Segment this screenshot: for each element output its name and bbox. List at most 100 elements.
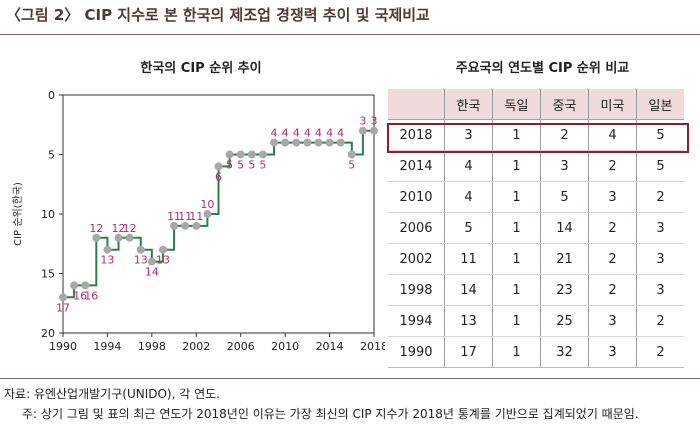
table-row: 1994 13 1 25 3 2 bbox=[388, 305, 684, 337]
data-label: 3 bbox=[359, 115, 366, 128]
cell-korea: 17 bbox=[444, 336, 493, 368]
data-point bbox=[281, 138, 290, 147]
cell-year: 2006 bbox=[388, 212, 445, 244]
data-point bbox=[114, 233, 123, 242]
data-label: 4 bbox=[304, 127, 311, 140]
table-row: 2002 11 1 21 2 3 bbox=[388, 243, 684, 275]
data-label: 17 bbox=[56, 301, 70, 314]
data-point bbox=[59, 293, 67, 302]
data-label: 16 bbox=[84, 289, 98, 302]
data-point bbox=[170, 221, 179, 230]
y-tick-label: 15 bbox=[41, 268, 55, 281]
cell-usa: 2 bbox=[588, 212, 637, 244]
table-row: 2014 4 1 3 2 5 bbox=[388, 150, 684, 182]
cell-japan: 2 bbox=[636, 305, 684, 337]
cell-korea: 13 bbox=[444, 305, 493, 337]
cell-germany: 1 bbox=[492, 212, 541, 244]
table-row: 2018 3 1 2 4 5 bbox=[388, 119, 684, 151]
data-label: 6 bbox=[215, 170, 222, 183]
data-label: 4 bbox=[282, 127, 289, 140]
data-label: 4 bbox=[315, 127, 322, 140]
cell-korea: 3 bbox=[444, 119, 493, 151]
y-tick-label: 0 bbox=[48, 89, 55, 102]
header-usa: 미국 bbox=[588, 89, 637, 120]
header-china: 중국 bbox=[540, 89, 589, 120]
table-title: 주요국의 연도별 CIP 순위 비교 bbox=[455, 61, 630, 76]
cell-year: 2014 bbox=[388, 150, 445, 182]
y-axis-label: CIP 순위(한국) bbox=[11, 182, 24, 246]
data-point bbox=[347, 150, 356, 159]
data-point bbox=[325, 138, 334, 147]
x-tick-label: 2014 bbox=[316, 340, 344, 353]
header-korea: 한국 bbox=[444, 89, 493, 120]
y-tick-label: 5 bbox=[48, 149, 55, 162]
data-point bbox=[203, 210, 212, 218]
data-label: 16 bbox=[73, 289, 87, 302]
cell-usa: 2 bbox=[588, 274, 637, 306]
data-label: 12 bbox=[89, 222, 103, 235]
cell-japan: 3 bbox=[636, 274, 684, 306]
data-label: 11 bbox=[167, 210, 181, 223]
data-point bbox=[192, 221, 201, 230]
data-point bbox=[258, 150, 267, 159]
data-point bbox=[103, 245, 112, 254]
cell-korea: 11 bbox=[444, 243, 493, 275]
cell-china: 23 bbox=[540, 274, 589, 306]
x-tick-label: 1998 bbox=[138, 340, 166, 353]
cell-china: 25 bbox=[540, 305, 589, 337]
cell-germany: 1 bbox=[492, 181, 541, 213]
cell-china: 3 bbox=[540, 150, 589, 182]
cell-korea: 14 bbox=[444, 274, 493, 306]
data-label: 4 bbox=[326, 127, 333, 140]
cell-usa: 3 bbox=[588, 181, 637, 213]
x-tick-label: 2002 bbox=[182, 340, 210, 353]
y-tick-label: 10 bbox=[41, 208, 55, 221]
cell-usa: 4 bbox=[588, 119, 637, 151]
table-row: 1990 17 1 32 3 2 bbox=[388, 336, 684, 368]
header-japan: 일본 bbox=[636, 89, 684, 120]
data-point bbox=[125, 233, 134, 242]
x-tick-label: 1990 bbox=[49, 340, 77, 353]
figure-title: 〈그림 2〉 CIP 지수로 본 한국의 제조업 경쟁력 추이 및 국제비교 bbox=[6, 6, 430, 24]
data-point bbox=[370, 126, 378, 135]
x-tick-label: 1994 bbox=[93, 340, 121, 353]
cell-year: 2010 bbox=[388, 181, 445, 213]
data-label: 5 bbox=[259, 159, 266, 172]
cell-germany: 1 bbox=[492, 150, 541, 182]
data-point bbox=[292, 138, 301, 147]
data-label: 5 bbox=[348, 159, 355, 172]
cell-year: 1994 bbox=[388, 305, 445, 337]
data-label: 11 bbox=[189, 210, 203, 223]
cell-japan: 5 bbox=[636, 150, 684, 182]
table-header-row: 한국 독일 중국 미국 일본 bbox=[388, 89, 684, 120]
data-label: 13 bbox=[100, 254, 114, 267]
rank-step-line bbox=[63, 129, 374, 299]
x-tick-label: 2010 bbox=[271, 340, 299, 353]
data-point bbox=[314, 138, 323, 147]
cell-china: 14 bbox=[540, 212, 589, 244]
data-point bbox=[214, 162, 223, 171]
cell-usa: 3 bbox=[588, 336, 637, 368]
cell-china: 2 bbox=[540, 119, 589, 151]
table-row: 2010 4 1 5 3 2 bbox=[388, 181, 684, 213]
data-label: 5 bbox=[226, 159, 233, 172]
cell-year: 1990 bbox=[388, 336, 445, 368]
cell-japan: 3 bbox=[636, 243, 684, 275]
data-label: 12 bbox=[123, 222, 137, 235]
cell-japan: 3 bbox=[636, 212, 684, 244]
cell-korea: 4 bbox=[444, 181, 493, 213]
data-point bbox=[336, 138, 345, 147]
data-point bbox=[225, 150, 234, 159]
cell-china: 32 bbox=[540, 336, 589, 368]
header-germany: 독일 bbox=[492, 89, 541, 120]
data-label: 4 bbox=[293, 127, 300, 140]
data-label: 10 bbox=[200, 198, 214, 211]
data-label: 12 bbox=[112, 222, 126, 235]
header-year bbox=[388, 89, 445, 120]
cell-japan: 5 bbox=[636, 119, 684, 151]
data-point bbox=[147, 257, 156, 266]
data-point bbox=[70, 281, 79, 290]
table-row: 2006 5 1 14 2 3 bbox=[388, 212, 684, 244]
data-point bbox=[236, 150, 245, 159]
